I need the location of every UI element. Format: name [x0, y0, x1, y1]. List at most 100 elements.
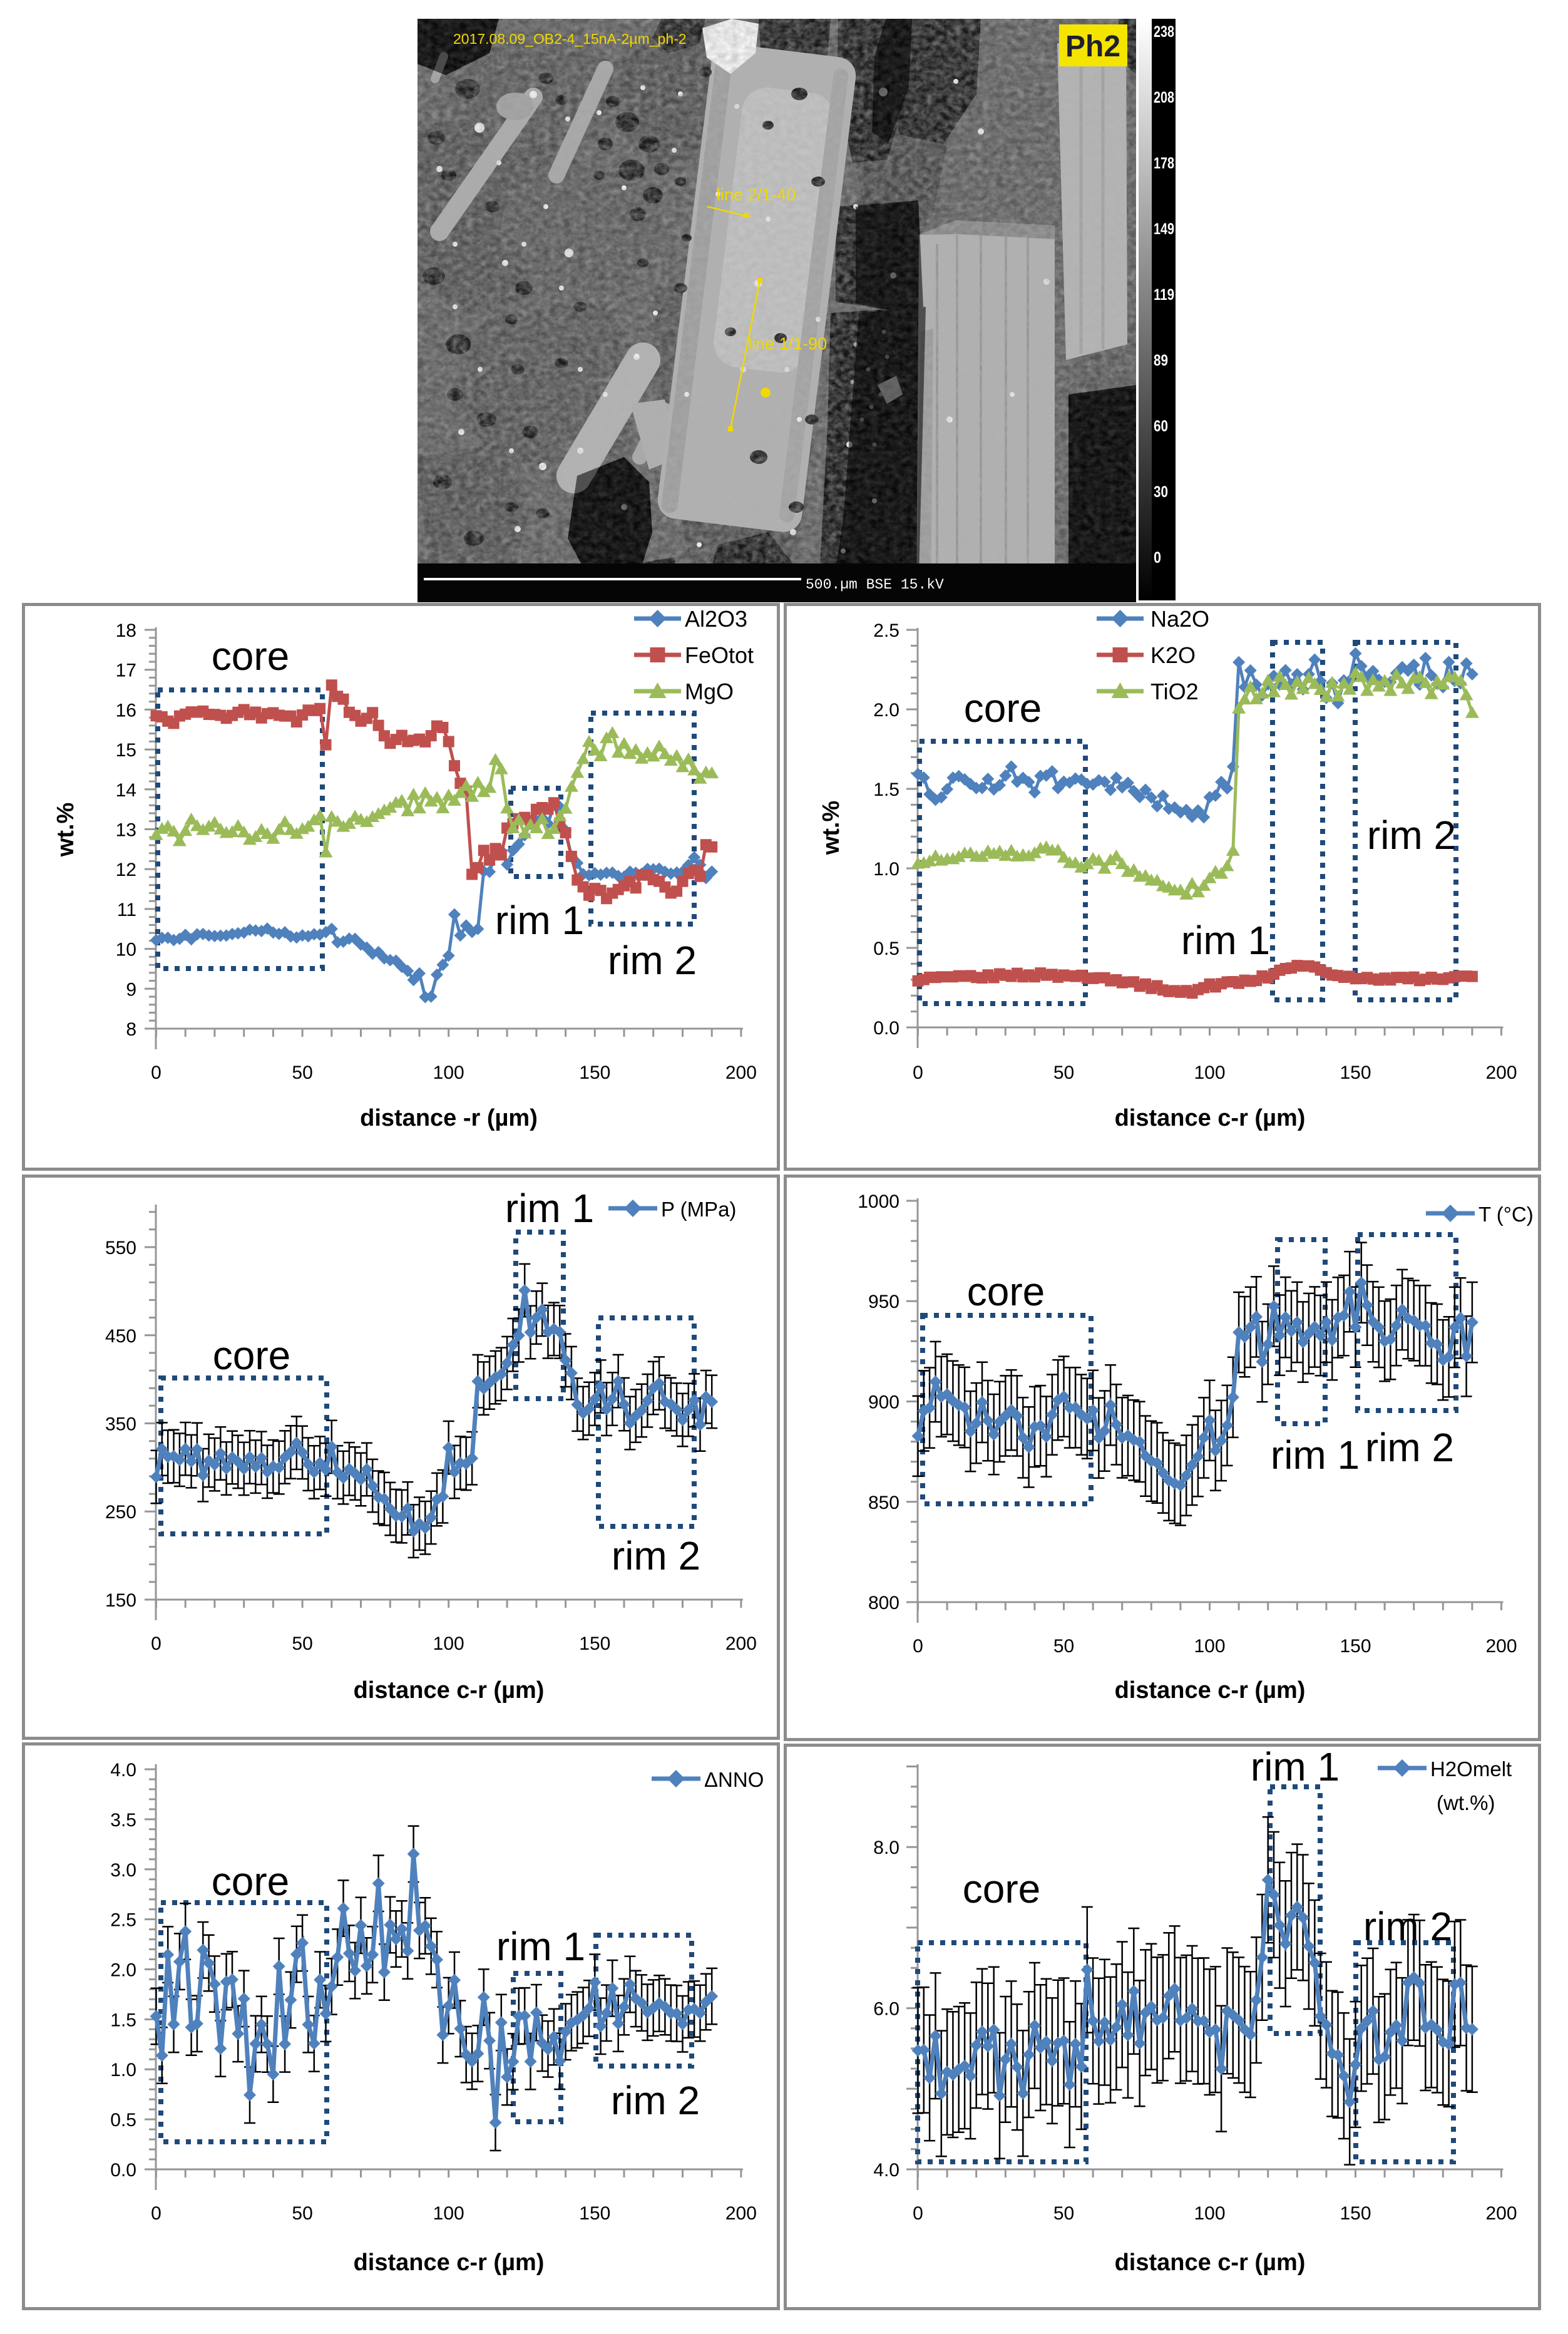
svg-text:100: 100 — [1194, 1636, 1225, 1657]
svg-text:50: 50 — [292, 2203, 312, 2224]
svg-text:P (MPa): P (MPa) — [661, 1198, 736, 1221]
svg-text:line 2/1-40: line 2/1-40 — [717, 185, 796, 204]
svg-text:0.0: 0.0 — [110, 2160, 136, 2181]
svg-text:MgO: MgO — [685, 679, 734, 704]
svg-text:distance -r (µm): distance -r (µm) — [360, 1105, 538, 1131]
svg-text:119: 119 — [1154, 286, 1174, 304]
svg-text:450: 450 — [105, 1326, 136, 1347]
svg-text:250: 250 — [105, 1502, 136, 1523]
svg-text:distance c-r (µm): distance c-r (µm) — [1115, 1677, 1306, 1704]
svg-text:13: 13 — [116, 820, 136, 841]
svg-text:30: 30 — [1154, 483, 1168, 501]
svg-text:2017.08.09_OB2-4_15nA-2µm_ph-2: 2017.08.09_OB2-4_15nA-2µm_ph-2 — [453, 31, 687, 47]
svg-text:3.5: 3.5 — [110, 1810, 136, 1831]
svg-text:TiO2: TiO2 — [1150, 679, 1199, 704]
svg-text:200: 200 — [1485, 2203, 1517, 2224]
svg-text:rim 1: rim 1 — [1181, 918, 1270, 963]
svg-text:50: 50 — [292, 1062, 312, 1083]
svg-text:3.0: 3.0 — [110, 1860, 136, 1881]
svg-text:rim 2: rim 2 — [612, 1533, 700, 1578]
svg-text:200: 200 — [725, 1062, 757, 1083]
svg-text:0: 0 — [1154, 549, 1161, 567]
svg-text:core: core — [964, 686, 1042, 731]
svg-text:K2O: K2O — [1150, 642, 1196, 668]
svg-text:18: 18 — [116, 620, 136, 641]
svg-text:850: 850 — [868, 1493, 899, 1513]
svg-text:0: 0 — [151, 1633, 161, 1654]
svg-text:50: 50 — [292, 1633, 312, 1654]
svg-text:distance c-r (µm): distance c-r (µm) — [1115, 1105, 1306, 1131]
svg-text:rim 2: rim 2 — [1367, 813, 1456, 858]
svg-text:16: 16 — [116, 700, 136, 721]
svg-text:ΔNNO: ΔNNO — [704, 1768, 764, 1791]
svg-text:T (°C): T (°C) — [1478, 1203, 1534, 1226]
svg-text:2.0: 2.0 — [873, 700, 899, 721]
svg-text:core: core — [213, 1333, 291, 1378]
svg-text:200: 200 — [725, 1633, 757, 1654]
svg-text:178: 178 — [1154, 155, 1174, 172]
svg-text:0: 0 — [151, 2203, 161, 2224]
svg-text:10: 10 — [116, 940, 136, 960]
svg-text:(wt.%): (wt.%) — [1437, 1791, 1495, 1814]
svg-text:150: 150 — [579, 1062, 610, 1083]
svg-text:100: 100 — [433, 1633, 464, 1654]
svg-text:100: 100 — [433, 1062, 464, 1083]
svg-text:12: 12 — [116, 860, 136, 880]
svg-text:50: 50 — [1053, 1636, 1074, 1657]
svg-text:rim 2: rim 2 — [611, 2078, 700, 2123]
svg-text:100: 100 — [433, 2203, 464, 2224]
svg-text:rim 2: rim 2 — [608, 938, 697, 983]
svg-text:rim 1: rim 1 — [505, 1186, 594, 1231]
svg-text:150: 150 — [105, 1590, 136, 1611]
svg-text:2.0: 2.0 — [110, 1960, 136, 1981]
svg-text:2.5: 2.5 — [873, 620, 899, 641]
svg-text:1.0: 1.0 — [873, 859, 899, 880]
svg-text:238: 238 — [1154, 23, 1174, 41]
svg-text:FeOtot: FeOtot — [685, 642, 754, 668]
svg-text:0: 0 — [913, 2203, 923, 2224]
svg-text:208: 208 — [1154, 89, 1174, 106]
svg-text:9: 9 — [126, 979, 136, 1000]
svg-text:150: 150 — [579, 1633, 610, 1654]
svg-text:distance c-r (µm): distance c-r (µm) — [1115, 2249, 1306, 2276]
svg-text:rim 2: rim 2 — [1365, 1425, 1454, 1470]
svg-text:core: core — [212, 1859, 290, 1904]
svg-text:0: 0 — [151, 1062, 161, 1083]
svg-text:core: core — [212, 634, 290, 679]
svg-text:100: 100 — [1194, 1062, 1225, 1083]
svg-text:17: 17 — [116, 661, 136, 681]
svg-text:0.5: 0.5 — [873, 938, 899, 959]
svg-text:wt.%: wt.% — [818, 801, 844, 856]
svg-text:150: 150 — [1340, 1636, 1371, 1657]
svg-text:200: 200 — [1485, 1062, 1517, 1083]
svg-text:50: 50 — [1053, 1062, 1074, 1083]
svg-text:150: 150 — [1340, 1062, 1371, 1083]
svg-text:500.µm BSE 15.kV: 500.µm BSE 15.kV — [806, 577, 944, 593]
svg-text:200: 200 — [1485, 1636, 1517, 1657]
svg-text:200: 200 — [725, 2203, 757, 2224]
svg-text:core: core — [963, 1866, 1041, 1911]
svg-text:8.0: 8.0 — [873, 1838, 899, 1858]
svg-text:15: 15 — [116, 740, 136, 761]
svg-text:149: 149 — [1154, 220, 1174, 238]
svg-text:rim 1: rim 1 — [1251, 1744, 1340, 1789]
svg-text:core: core — [967, 1269, 1045, 1314]
svg-text:0: 0 — [913, 1062, 923, 1083]
svg-text:6.0: 6.0 — [873, 1999, 899, 2020]
svg-text:550: 550 — [105, 1238, 136, 1258]
svg-text:50: 50 — [1053, 2203, 1074, 2224]
svg-text:4.0: 4.0 — [873, 2160, 899, 2181]
svg-text:rim 1: rim 1 — [496, 1924, 585, 1969]
svg-text:H2Omelt: H2Omelt — [1430, 1757, 1512, 1781]
svg-text:11: 11 — [117, 900, 136, 920]
svg-text:0.5: 0.5 — [110, 2110, 136, 2131]
svg-text:950: 950 — [868, 1292, 899, 1312]
svg-text:rim 1: rim 1 — [495, 898, 584, 943]
svg-text:60: 60 — [1154, 418, 1168, 435]
svg-text:350: 350 — [105, 1414, 136, 1435]
svg-text:150: 150 — [1340, 2203, 1371, 2224]
svg-text:1000: 1000 — [858, 1191, 899, 1212]
svg-text:150: 150 — [579, 2203, 610, 2224]
svg-text:0.0: 0.0 — [873, 1018, 899, 1039]
svg-text:distance c-r (µm): distance c-r (µm) — [354, 1677, 545, 1704]
